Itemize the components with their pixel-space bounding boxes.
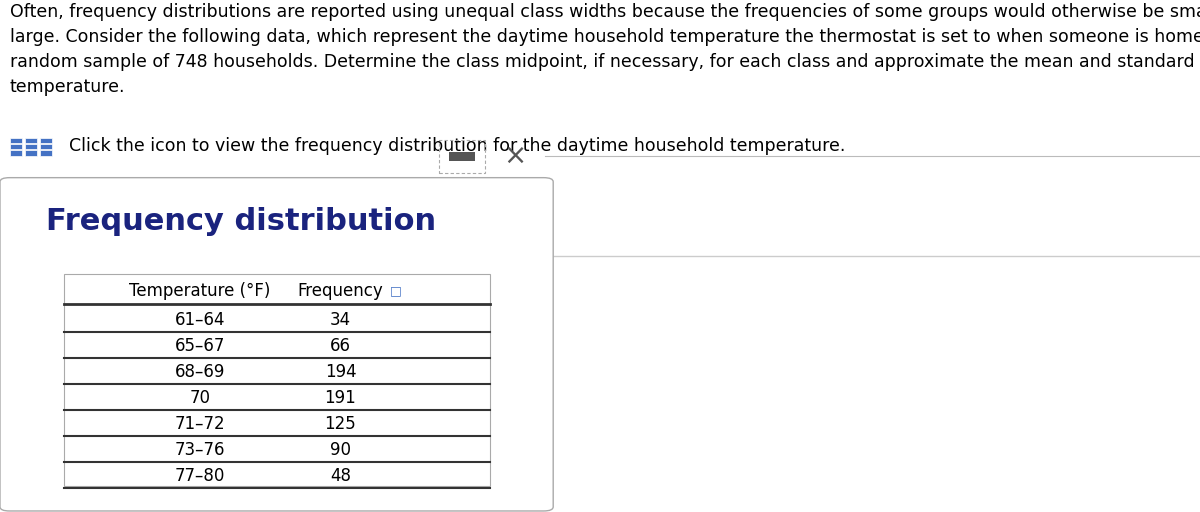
Text: 90: 90: [330, 441, 352, 459]
Bar: [40, 144, 52, 149]
Text: 68–69: 68–69: [175, 363, 226, 381]
Bar: [24, 151, 37, 156]
Text: Often, frequency distributions are reported using unequal class widths because t: Often, frequency distributions are repor…: [10, 3, 1200, 96]
Text: ×: ×: [503, 142, 527, 170]
Bar: [439, 139, 485, 173]
Text: 77–80: 77–80: [175, 467, 226, 485]
Bar: [450, 152, 474, 161]
Text: 65–67: 65–67: [175, 337, 226, 355]
Text: 73–76: 73–76: [175, 441, 226, 459]
Text: Temperature (°F): Temperature (°F): [130, 282, 271, 300]
Text: □: □: [390, 284, 402, 297]
Text: 191: 191: [325, 389, 356, 407]
Text: 48: 48: [330, 467, 352, 485]
Text: 70: 70: [190, 389, 210, 407]
Bar: [40, 138, 52, 143]
Text: 71–72: 71–72: [175, 415, 226, 433]
Bar: [24, 138, 37, 143]
Bar: [10, 151, 22, 156]
Text: 194: 194: [325, 363, 356, 381]
Text: 34: 34: [330, 311, 352, 329]
Text: Frequency: Frequency: [298, 282, 383, 300]
Text: Frequency distribution: Frequency distribution: [46, 207, 436, 237]
Text: 125: 125: [325, 415, 356, 433]
FancyBboxPatch shape: [64, 274, 490, 486]
Bar: [24, 144, 37, 149]
FancyBboxPatch shape: [0, 178, 553, 511]
Bar: [10, 138, 22, 143]
Bar: [40, 151, 52, 156]
Bar: [10, 144, 22, 149]
Text: Click the icon to view the frequency distribution for the daytime household temp: Click the icon to view the frequency dis…: [70, 137, 845, 155]
Text: 66: 66: [330, 337, 352, 355]
Text: 61–64: 61–64: [175, 311, 226, 329]
